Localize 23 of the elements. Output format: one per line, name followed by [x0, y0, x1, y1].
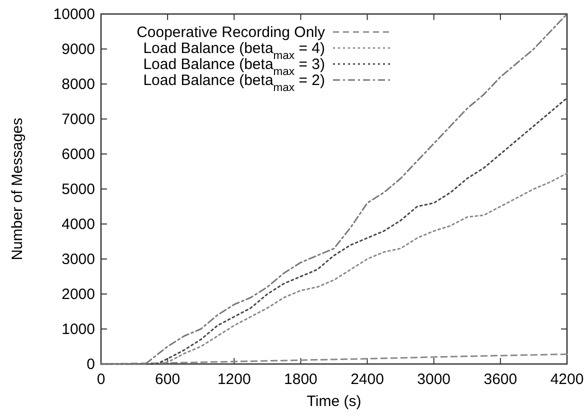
y-axis-title: Number of Messages [9, 118, 26, 260]
x-tick-label: 4200 [550, 371, 584, 388]
x-tick-label: 1200 [217, 371, 251, 388]
y-tick-label: 10000 [53, 6, 95, 23]
y-tick-label: 6000 [62, 146, 95, 163]
x-tick-label: 600 [155, 371, 180, 388]
y-tick-label: 4000 [62, 216, 95, 233]
y-tick-label: 3000 [62, 251, 95, 268]
line-series [100, 13, 568, 365]
y-tick-label: 1000 [62, 321, 95, 338]
x-axis-title: Time (s) [306, 393, 362, 410]
y-tick-label: 7000 [62, 111, 95, 128]
x-tick-label: 3000 [417, 371, 451, 388]
y-tick-label: 2000 [62, 286, 95, 303]
x-tick-label: 0 [96, 371, 106, 388]
y-tick-label: 5000 [62, 181, 95, 198]
x-tick-label: 3600 [484, 371, 518, 388]
y-tick-label: 8000 [62, 76, 95, 93]
x-tick-label: 2400 [350, 371, 384, 388]
y-tick-label: 9000 [62, 41, 95, 58]
legend-label: Cooperative Recording Only [136, 24, 326, 41]
y-tick-label: 0 [86, 356, 95, 373]
x-tick-label: 1800 [284, 371, 318, 388]
